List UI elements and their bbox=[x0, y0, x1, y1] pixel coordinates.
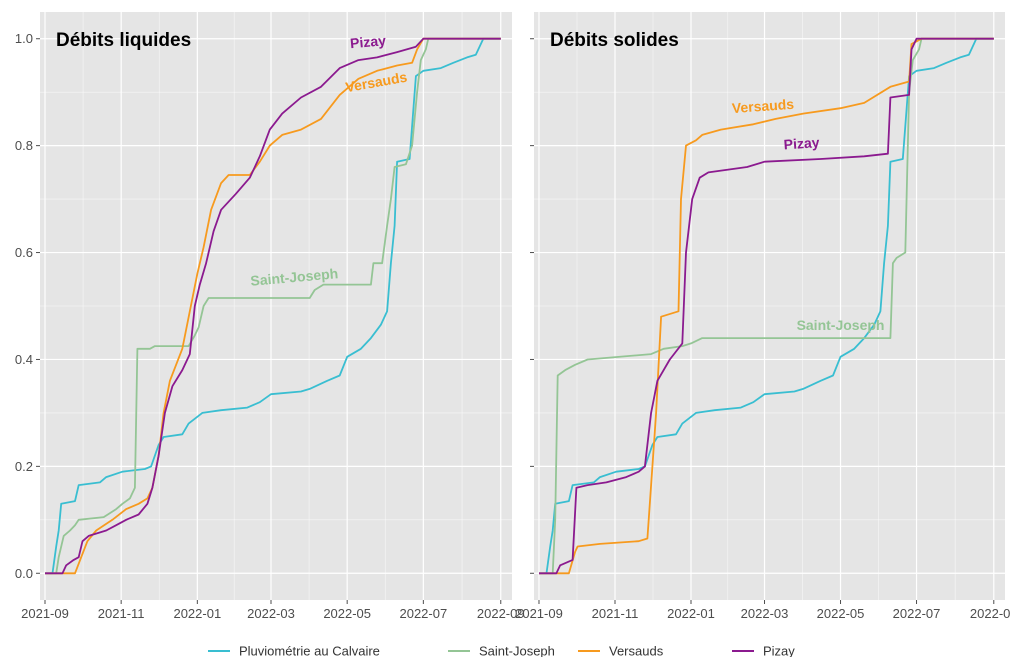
legend-label: Pizay bbox=[763, 644, 795, 657]
series-line-pluviometrie-au-calvaire bbox=[45, 37, 501, 575]
series-line-versauds bbox=[539, 37, 994, 575]
y-tick-label: 0.0 bbox=[15, 566, 33, 581]
legend-label: Versauds bbox=[609, 644, 664, 657]
x-tick-label: 2022-05 bbox=[323, 606, 371, 621]
y-tick-label: 0.4 bbox=[15, 352, 33, 367]
panel-debits-solides: 2021-09 2021-11 2022-01 2022-03 2022-05 2022-… bbox=[515, 12, 1010, 621]
series-annotation: Saint-Joseph bbox=[250, 265, 339, 289]
series-annotation: Pizay bbox=[349, 32, 386, 51]
x-tick-label: 2022-01 bbox=[667, 606, 715, 621]
series-line-pizay bbox=[45, 37, 501, 575]
series-line-saint-joseph bbox=[539, 37, 994, 575]
y-tick-label: 0.6 bbox=[15, 245, 33, 260]
series-line-saint-joseph bbox=[45, 37, 501, 575]
y-tick-label: 1.0 bbox=[15, 31, 33, 46]
series-annotation: Pizay bbox=[783, 134, 820, 152]
x-tick-label: 2022-03 bbox=[741, 606, 789, 621]
series-annotation: Versauds bbox=[731, 96, 794, 116]
x-tick-label: 2021-09 bbox=[515, 606, 563, 621]
panel-title: Débits liquides bbox=[56, 30, 191, 51]
x-tick-label: 2022-03 bbox=[247, 606, 295, 621]
legend: Pluviométrie au Calvaire Saint-Joseph Vers… bbox=[208, 644, 795, 657]
x-tick-label: 2022-09 bbox=[477, 606, 525, 621]
x-tick-label: 2021-09 bbox=[21, 606, 69, 621]
legend-label: Saint-Joseph bbox=[479, 644, 555, 657]
y-tick-label: 0.2 bbox=[15, 459, 33, 474]
x-tick-label: 2021-11 bbox=[592, 606, 639, 621]
legend-label: Pluviométrie au Calvaire bbox=[239, 644, 380, 657]
x-tick-label: 2022-05 bbox=[817, 606, 865, 621]
y-tick-label: 0.8 bbox=[15, 138, 33, 153]
x-tick-label: 2022-09 bbox=[970, 606, 1010, 621]
panel-debits-liquides: 0.0 0.2 0.4 0.6 0.8 1.0 2021-09 2021-11 2022-01 2… bbox=[15, 12, 525, 621]
series-line-pizay bbox=[539, 37, 994, 575]
x-tick-label: 2021-11 bbox=[98, 606, 145, 621]
series-line-versauds bbox=[45, 37, 501, 575]
x-tick-label: 2022-01 bbox=[173, 606, 221, 621]
x-tick-label: 2022-07 bbox=[399, 606, 447, 621]
x-tick-label: 2022-07 bbox=[893, 606, 941, 621]
series-annotation: Saint-Joseph bbox=[797, 317, 885, 333]
panel-title: Débits solides bbox=[550, 30, 679, 51]
